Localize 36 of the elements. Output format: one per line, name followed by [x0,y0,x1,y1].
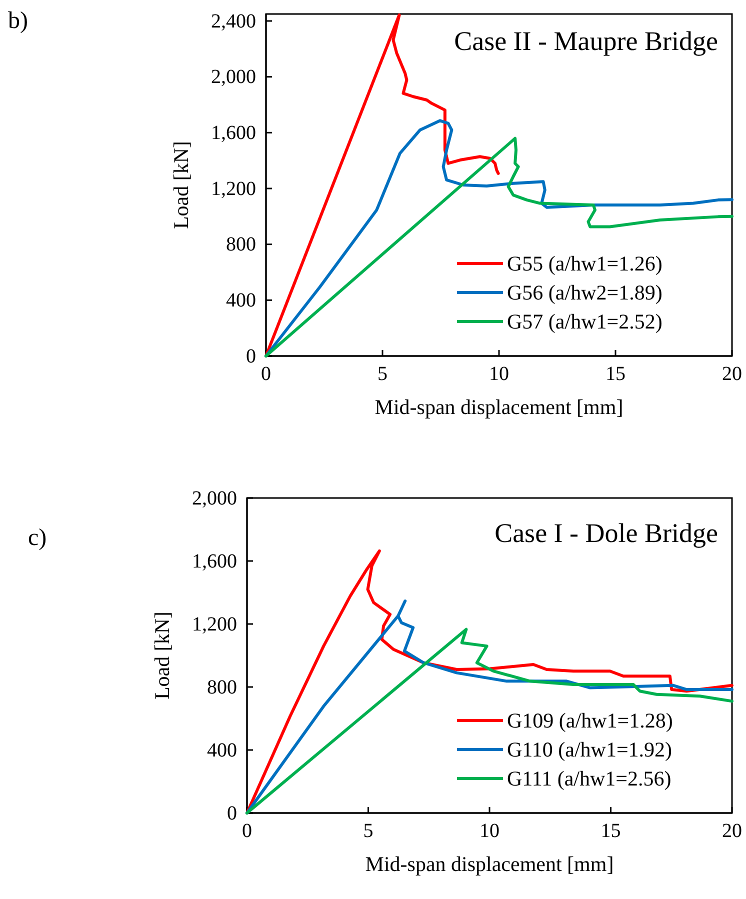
x-tick-label: 5 [378,363,388,386]
chart-title: Case II - Maupre Bridge [454,26,718,56]
y-tick-label: 0 [246,345,256,368]
y-tick-label: 2,000 [211,66,256,88]
text: c) [28,525,47,551]
x-axis-title: Mid-span displacement [mm] [374,395,624,419]
text: Case I - Dole Bridge [494,518,718,548]
y-tick-label: 400 [226,290,256,312]
legend-label: G109 (a/hw1=1.28) [507,708,673,732]
legend-label: G111 (a/hw1=2.56) [507,766,672,790]
y-tick-label: 400 [207,739,237,762]
y-axis-title: Load [kN] [150,611,174,700]
y-tick-label: 2,400 [211,10,256,32]
y-tick-label: 800 [226,234,256,256]
legend-label: G55 (a/hw1=1.26) [507,252,662,276]
y-axis-title: Load [kN] [169,140,193,230]
x-tick-label: 10 [480,820,500,842]
x-tick-label: 0 [261,363,271,386]
y-tick-label: 1,600 [192,550,237,572]
x-tick-label: 20 [722,820,742,842]
legend-label: G110 (a/hw1=1.92) [507,738,672,762]
x-tick-label: 15 [606,363,626,386]
x-tick-label: 20 [722,363,742,386]
y-tick-label: 800 [207,676,237,698]
x-tick-label: 10 [489,363,509,386]
y-tick-label: 2,000 [192,487,237,510]
legend-label: G57 (a/hw1=2.52) [507,310,662,334]
legend-label: G56 (a/hw2=1.89) [507,280,662,304]
text: b) [8,8,28,34]
y-tick-label: 1,200 [211,178,256,200]
y-tick-label: 1,600 [211,122,256,144]
y-tick-label: 0 [227,802,237,824]
x-tick-label: 15 [600,820,621,842]
y-tick-label: 1,200 [192,613,237,636]
x-tick-label: 5 [363,820,374,842]
x-axis-title: Mid-span displacement [mm] [365,852,614,876]
